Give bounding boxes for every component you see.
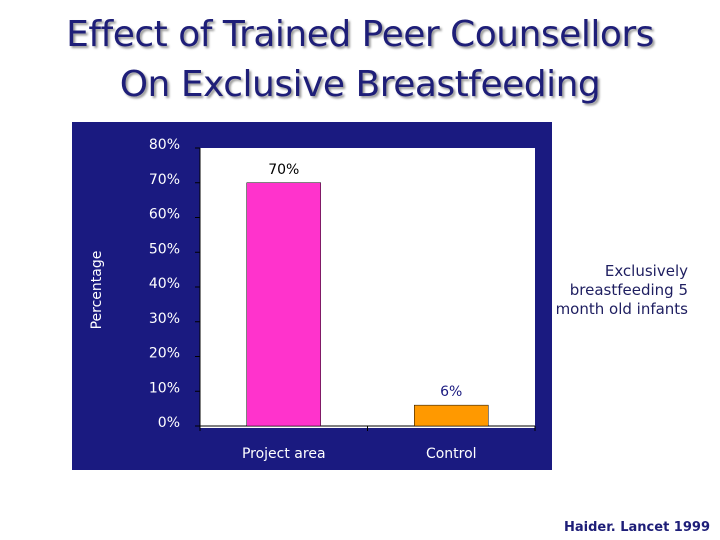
title-line: On Exclusive Breastfeeding	[119, 64, 601, 105]
y-tick-label: 10%	[149, 380, 180, 396]
y-tick-label: 70%	[149, 172, 180, 188]
y-tick-label: 30%	[149, 311, 180, 327]
y-tick-label: 0%	[158, 415, 180, 431]
bar	[246, 182, 321, 427]
title-line: Effect of Trained Peer Counsellors	[66, 14, 654, 55]
legend-entry: Exclusively breastfeeding 5 month old in…	[555, 262, 688, 318]
y-tick-label: 20%	[149, 346, 180, 362]
bar	[414, 404, 489, 427]
x-tick-label: Project area	[242, 446, 326, 462]
y-tick-label: 40%	[149, 276, 180, 292]
value-label: 6%	[440, 384, 462, 400]
source: Haider. Lancet 1999	[563, 520, 710, 535]
value-label: 70%	[268, 162, 299, 178]
y-tick-label: 60%	[149, 207, 180, 223]
y-tick-label: 80%	[149, 137, 180, 153]
x-tick-label: Control	[426, 446, 477, 462]
y-tick-label: 50%	[149, 241, 180, 257]
y-axis-label: Percentage	[89, 251, 105, 330]
